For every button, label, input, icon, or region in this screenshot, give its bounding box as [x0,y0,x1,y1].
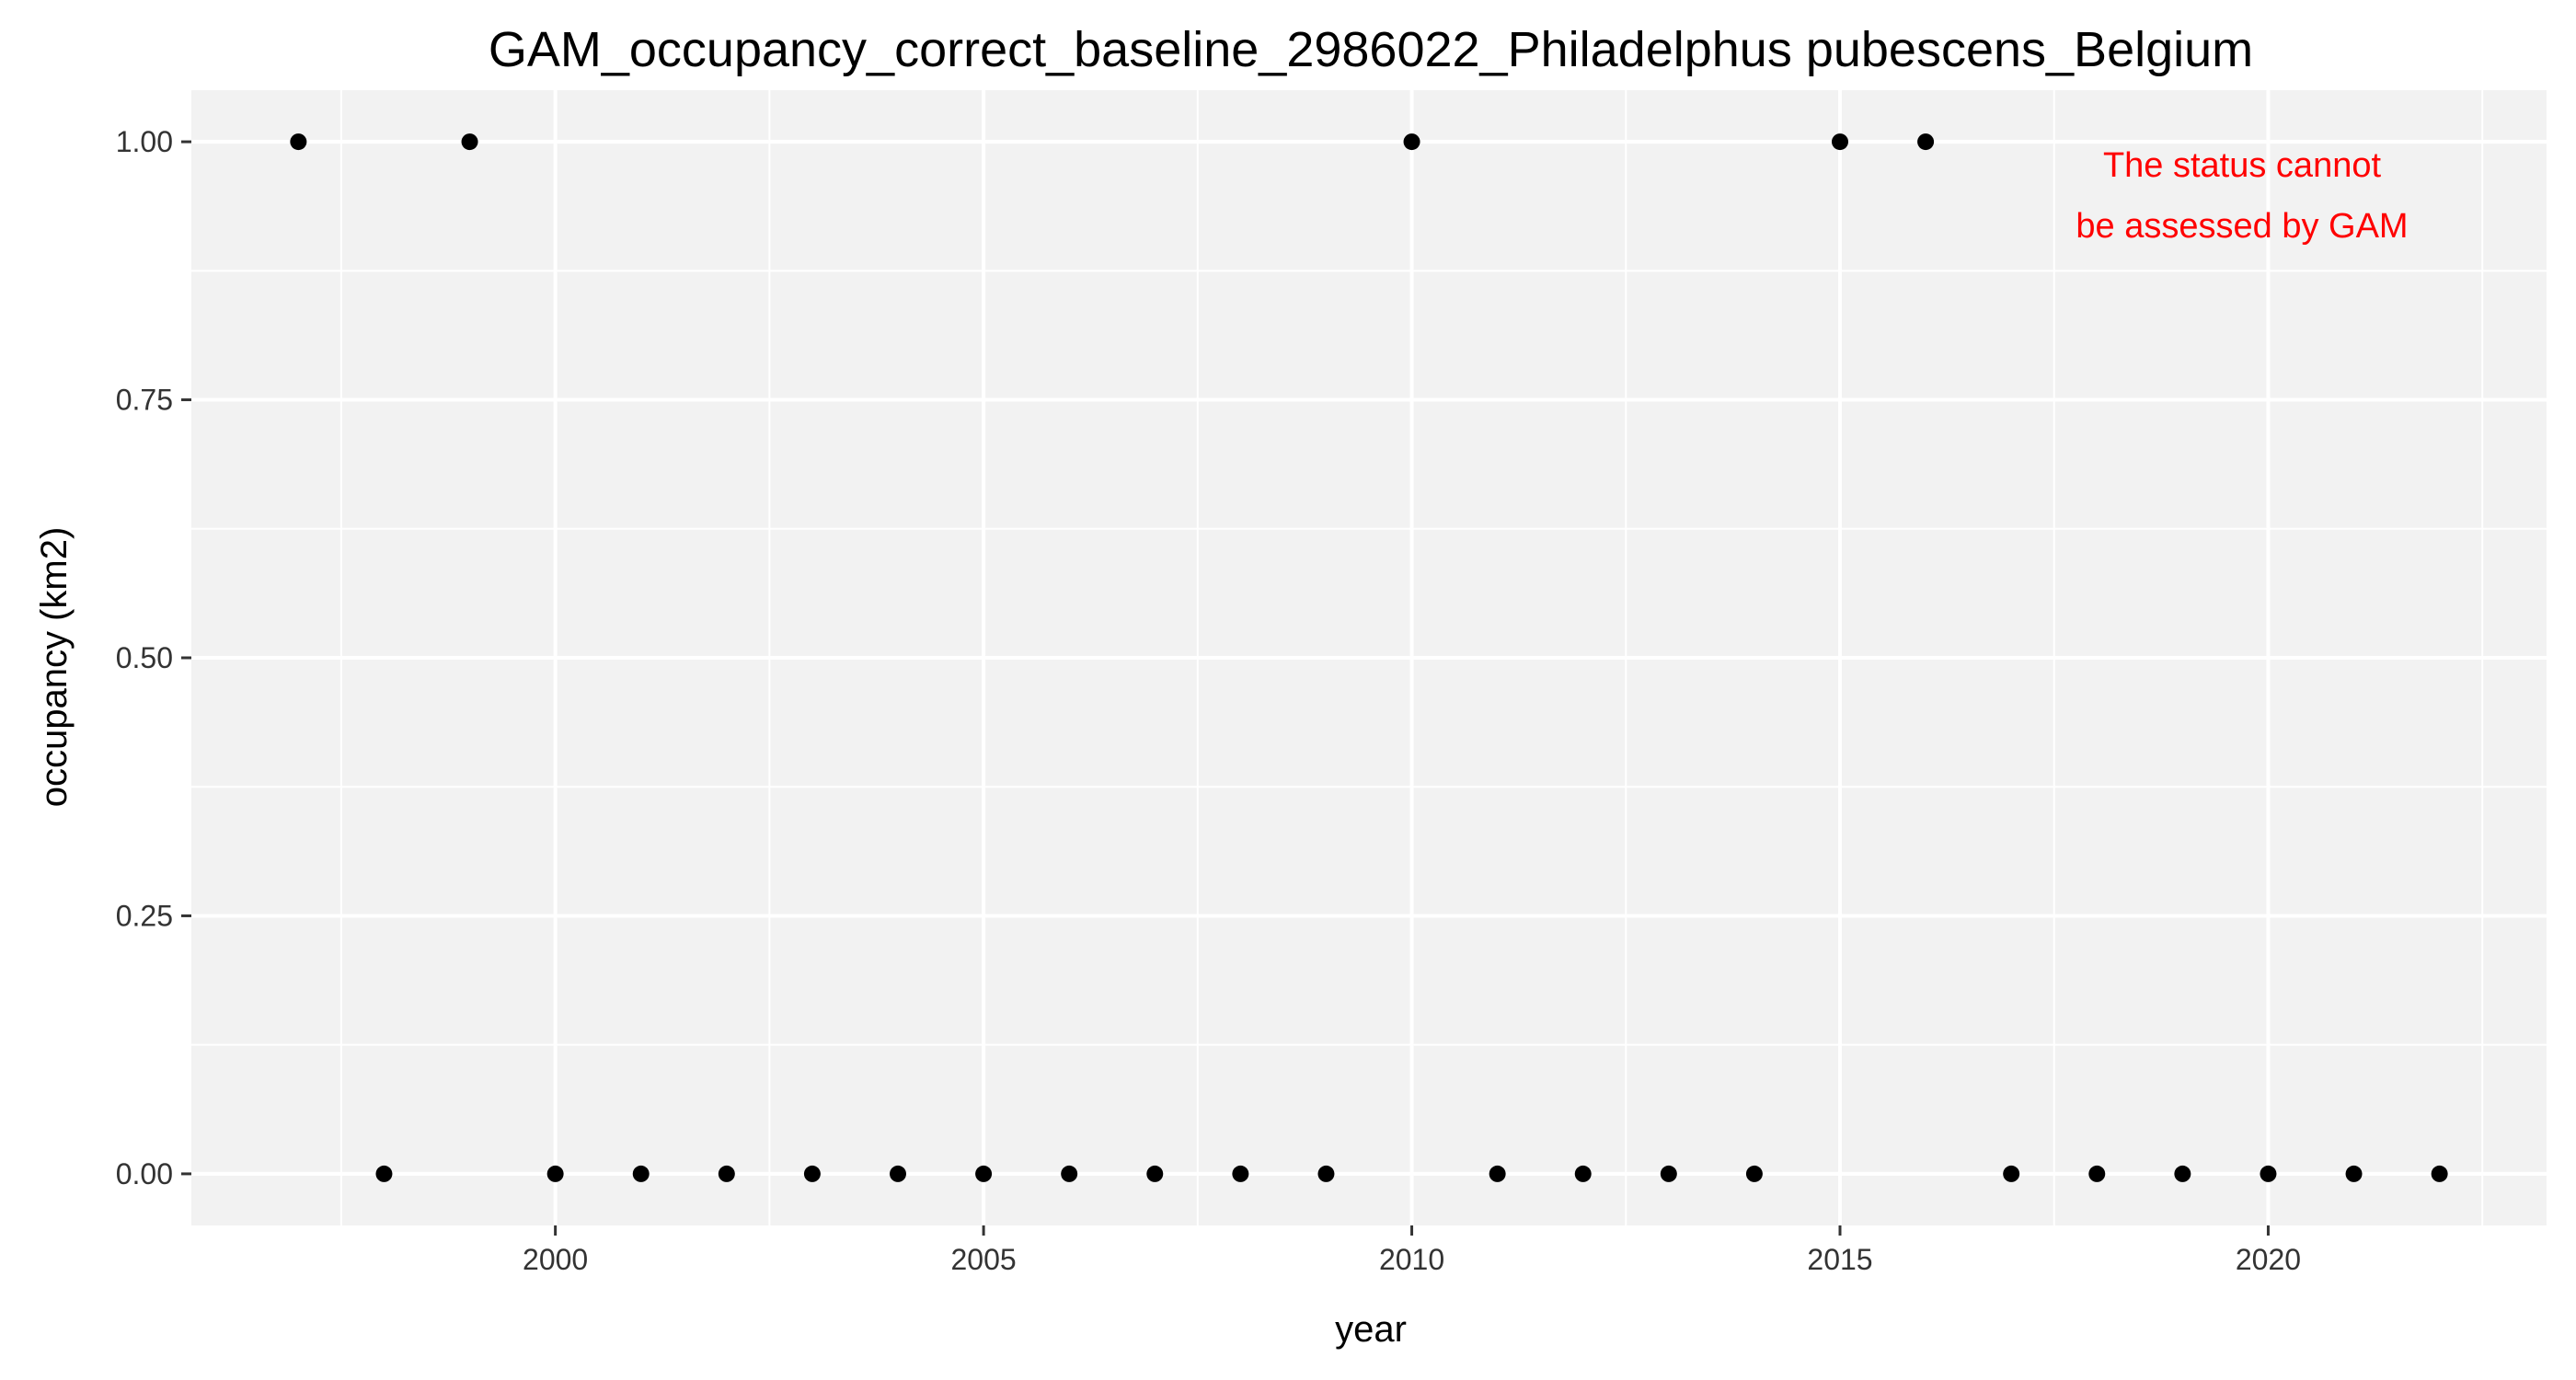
data-point [2088,1165,2106,1182]
data-point [1574,1165,1592,1182]
data-point [1317,1165,1335,1182]
annotation-line: The status cannot [2103,146,2382,185]
annotation-line: be assessed by GAM [2076,207,2408,246]
y-axis: 0.00 0.25 0.50 0.75 1.00 [116,125,191,1190]
data-point [803,1165,821,1182]
data-point [1061,1165,1078,1182]
data-point [1489,1165,1506,1182]
y-tick-label: 0.00 [116,1157,173,1190]
data-point [290,133,307,151]
data-point [461,133,478,151]
data-point [546,1165,564,1182]
data-point [2003,1165,2020,1182]
y-tick-label: 0.75 [116,384,173,417]
data-point [2345,1165,2363,1182]
y-tick-label: 1.00 [116,125,173,158]
data-point [632,1165,650,1182]
data-points [290,133,2448,1182]
data-point [2174,1165,2191,1182]
data-point [1917,133,1935,151]
data-point [890,1165,906,1182]
x-tick-label: 2000 [523,1243,588,1276]
x-axis-title: year [1335,1309,1407,1350]
data-point [2431,1165,2448,1182]
status-annotation: The status cannot be assessed by GAM [2076,146,2408,246]
x-tick-label: 2005 [950,1243,1016,1276]
y-tick-label: 0.25 [116,899,173,932]
data-point [1146,1165,1164,1182]
data-point [2260,1165,2277,1182]
data-point [1403,133,1420,151]
data-point [1745,1165,1763,1182]
major-gridlines [191,90,2547,1225]
x-tick-label: 2020 [2236,1243,2301,1276]
x-tick-label: 2010 [1379,1243,1444,1276]
y-axis-title: occupancy (km2) [34,527,75,808]
chart-title: GAM_occupancy_correct_baseline_2986022_P… [489,22,2253,77]
data-point [718,1165,735,1182]
x-tick-label: 2015 [1807,1243,1872,1276]
y-tick-label: 0.50 [116,641,173,674]
data-point [975,1165,993,1182]
data-point [1660,1165,1677,1182]
data-point [375,1165,393,1182]
data-point [1232,1165,1249,1182]
x-axis: 2000 2005 2010 2015 2020 [523,1225,2301,1276]
data-point [1832,133,1848,151]
